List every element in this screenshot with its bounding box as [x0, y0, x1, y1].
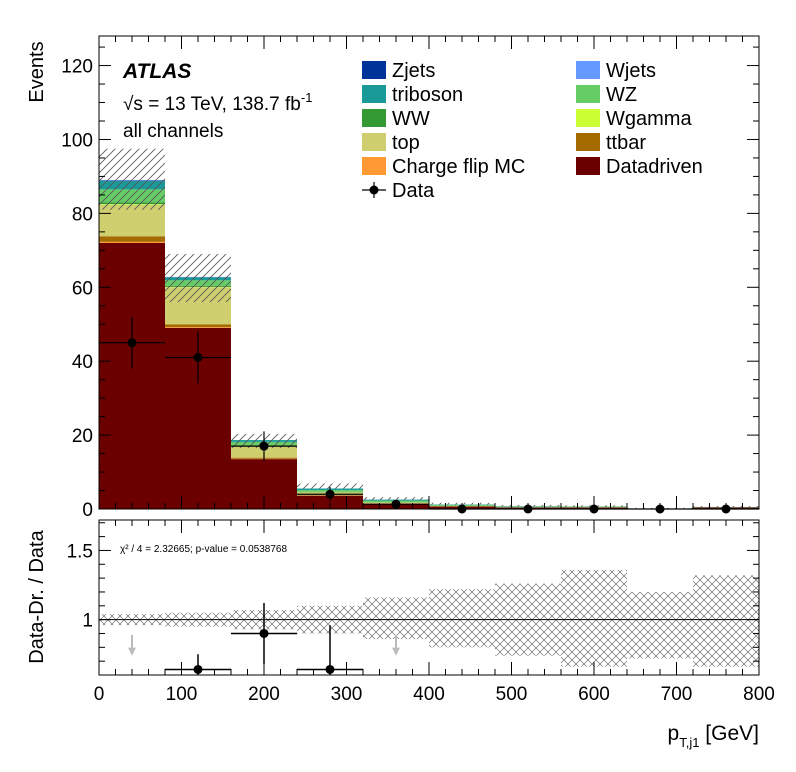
channel-label: all channels [123, 121, 223, 142]
legend-swatch-ww [362, 109, 386, 127]
bar-ttbar-bin-1 [165, 324, 231, 328]
legend-label-data: Data [392, 180, 435, 202]
legend-swatch-wz [576, 85, 600, 103]
chi2-annotation: χ² / 4 = 2.32665; p-value = 0.0538768 [120, 544, 287, 555]
x-tick-label-6: 600 [578, 684, 610, 705]
x-axis-label: pT,j1 [GeV] [668, 722, 759, 750]
ratio-uncertainty-band [99, 569, 759, 667]
uncertainty-bin-1 [165, 254, 231, 303]
bar-ttbar-bin-0 [99, 236, 165, 242]
y-tick-label-4: 80 [72, 204, 93, 225]
y-tick-label-2: 40 [72, 352, 93, 373]
legend-swatch-ttbar [576, 133, 600, 151]
legend-label-wgamma: Wgamma [606, 108, 692, 130]
legend-label-ww: WW [392, 108, 430, 130]
ratio-band-bin-9 [693, 575, 759, 667]
bar-datadriven-bin-0 [99, 242, 165, 509]
off-scale-arrow-head-0 [128, 647, 136, 656]
y-tick-label-1: 20 [72, 426, 93, 447]
legend-label-wjets: Wjets [606, 60, 656, 82]
energy-label: √s = 13 TeV, 138.7 fb-1 [123, 90, 312, 115]
legend-label-zjets: Zjets [392, 60, 435, 82]
bottom-axis-ticks: 0 100 200 300 400 500 600 700 800 1 1.5 [67, 520, 775, 705]
legend-swatch-data [369, 185, 379, 195]
legend-swatch-wjets [576, 61, 600, 79]
legend-swatch-zjets [362, 61, 386, 79]
legend-swatch-charge-flip-mc [362, 157, 386, 175]
legend-swatch-wgamma [576, 109, 600, 127]
legend-label-charge-flip-mc: Charge flip MC [392, 156, 525, 178]
ratio-band-bin-5 [429, 589, 495, 648]
x-tick-label-0: 0 [94, 684, 105, 705]
x-tick-label-8: 800 [743, 684, 775, 705]
legend-label-datadriven: Datadriven [606, 156, 703, 178]
y-tick-label-3: 60 [72, 278, 93, 299]
ratio-y-tick-label-1: 1.5 [67, 541, 93, 562]
legend-label-top: top [392, 132, 420, 154]
off-scale-arrow-head-1 [392, 647, 400, 656]
x-tick-label-3: 300 [331, 684, 363, 705]
x-tick-label-4: 400 [413, 684, 445, 705]
ratio-band-bin-7 [561, 569, 627, 667]
bar-charge-flip-mc-bin-0 [99, 241, 165, 243]
legend-swatch-top [362, 133, 386, 151]
y-axis-label: Events [26, 41, 48, 102]
y-tick-label-0: 0 [82, 500, 93, 521]
legend-label-triboson: triboson [392, 84, 463, 106]
top-axis-ticks: 0 20 40 60 80 100 120 [61, 36, 760, 521]
y-tick-label-5: 100 [61, 130, 93, 151]
x-tick-label-5: 500 [496, 684, 528, 705]
ratio-y-axis-label: Data-Dr. / Data [26, 529, 48, 663]
data-point-0 [127, 338, 137, 348]
uncertainty-bin-3 [297, 483, 363, 489]
ratio-band-bin-4 [363, 597, 429, 640]
legend-label-ttbar: ttbar [606, 132, 646, 154]
x-tick-label-1: 100 [166, 684, 198, 705]
x-tick-label-2: 200 [248, 684, 280, 705]
data-point-2 [259, 441, 269, 451]
off-scale-arrows [128, 634, 400, 656]
uncertainty-bin-0 [99, 148, 165, 210]
x-tick-label-7: 700 [661, 684, 693, 705]
ratio-point-1 [259, 628, 269, 638]
bar-charge-flip-mc-bin-1 [165, 327, 231, 328]
atlas-label: ATLAS [122, 60, 191, 83]
data-point-3 [325, 489, 335, 499]
data-point-1 [193, 352, 203, 362]
uncertainty-bin-4 [363, 497, 429, 500]
y-tick-label-6: 120 [61, 57, 93, 78]
ratio-points [165, 603, 363, 675]
legend-label-wz: WZ [606, 84, 637, 106]
ratio-band-bin-8 [627, 591, 693, 659]
legend-swatch-triboson [362, 85, 386, 103]
bar-top-bin-0 [99, 204, 165, 237]
legend-swatch-datadriven [576, 157, 600, 175]
ratio-y-tick-label-0: 1 [82, 611, 93, 632]
